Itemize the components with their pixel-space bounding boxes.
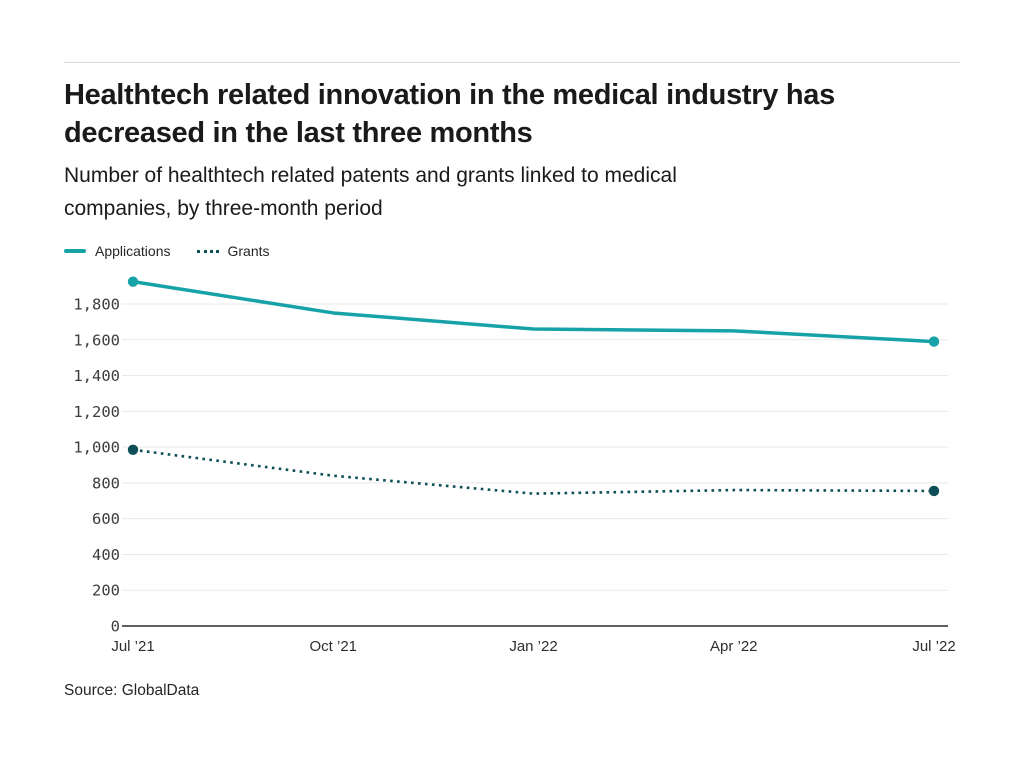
legend-item-applications: Applications (64, 243, 171, 259)
y-tick-label: 800 (92, 474, 120, 492)
source-note: Source: GlobalData (64, 682, 200, 699)
y-tick-label: 1,400 (73, 367, 120, 385)
y-tick-label: 1,000 (73, 439, 120, 457)
y-tick-label: 1,800 (73, 296, 120, 314)
data-point-marker-applications (928, 336, 940, 347)
chart-title-line1: Healthtech related innovation in the med… (64, 79, 835, 111)
series-line-applications (132, 279, 935, 344)
chart-subtitle-line2: companies, by three-month period (64, 197, 383, 220)
line-chart-canvas: 0 200 400 600 800 1,000 1,200 1,400 1,600 1,800 Ju… (73, 276, 956, 655)
data-point-marker-grants (928, 485, 940, 497)
y-tick-label: 400 (92, 546, 120, 564)
chart-title-line2: decreased in the last three months (64, 117, 533, 149)
dotted-line-swatch-icon (196, 249, 219, 253)
chart-legend: Applications Grants (64, 243, 270, 259)
chart-title: Healthtech related innovation in the med… (64, 76, 974, 152)
data-point-marker-applications (127, 276, 139, 287)
chart-subtitle: Number of healthtech related patents and… (64, 159, 974, 225)
x-tick-label: Jan ’22 (509, 638, 557, 655)
x-tick-label: Oct ’21 (309, 638, 357, 655)
legend-label-applications: Applications (95, 243, 171, 259)
data-point-marker-grants (127, 444, 139, 455)
y-tick-label: 600 (92, 510, 120, 528)
y-tick-label: 0 (111, 618, 120, 636)
series-line-grants (132, 448, 935, 495)
legend-item-grants: Grants (196, 243, 270, 259)
y-tick-label: 1,600 (73, 331, 120, 349)
y-tick-label: 200 (92, 582, 120, 600)
x-tick-label: Jul ’22 (912, 638, 955, 655)
legend-label-grants: Grants (227, 243, 270, 259)
x-tick-label: Jul ’21 (111, 638, 154, 655)
x-tick-label: Apr ’22 (710, 638, 758, 655)
top-divider (64, 62, 960, 63)
line-chart: 0 200 400 600 800 1,000 1,200 1,400 1,600 1,800 Ju… (64, 268, 960, 660)
solid-line-swatch-icon (64, 249, 86, 253)
y-tick-label: 1,200 (73, 403, 120, 421)
chart-subtitle-line1: Number of healthtech related patents and… (64, 164, 677, 187)
